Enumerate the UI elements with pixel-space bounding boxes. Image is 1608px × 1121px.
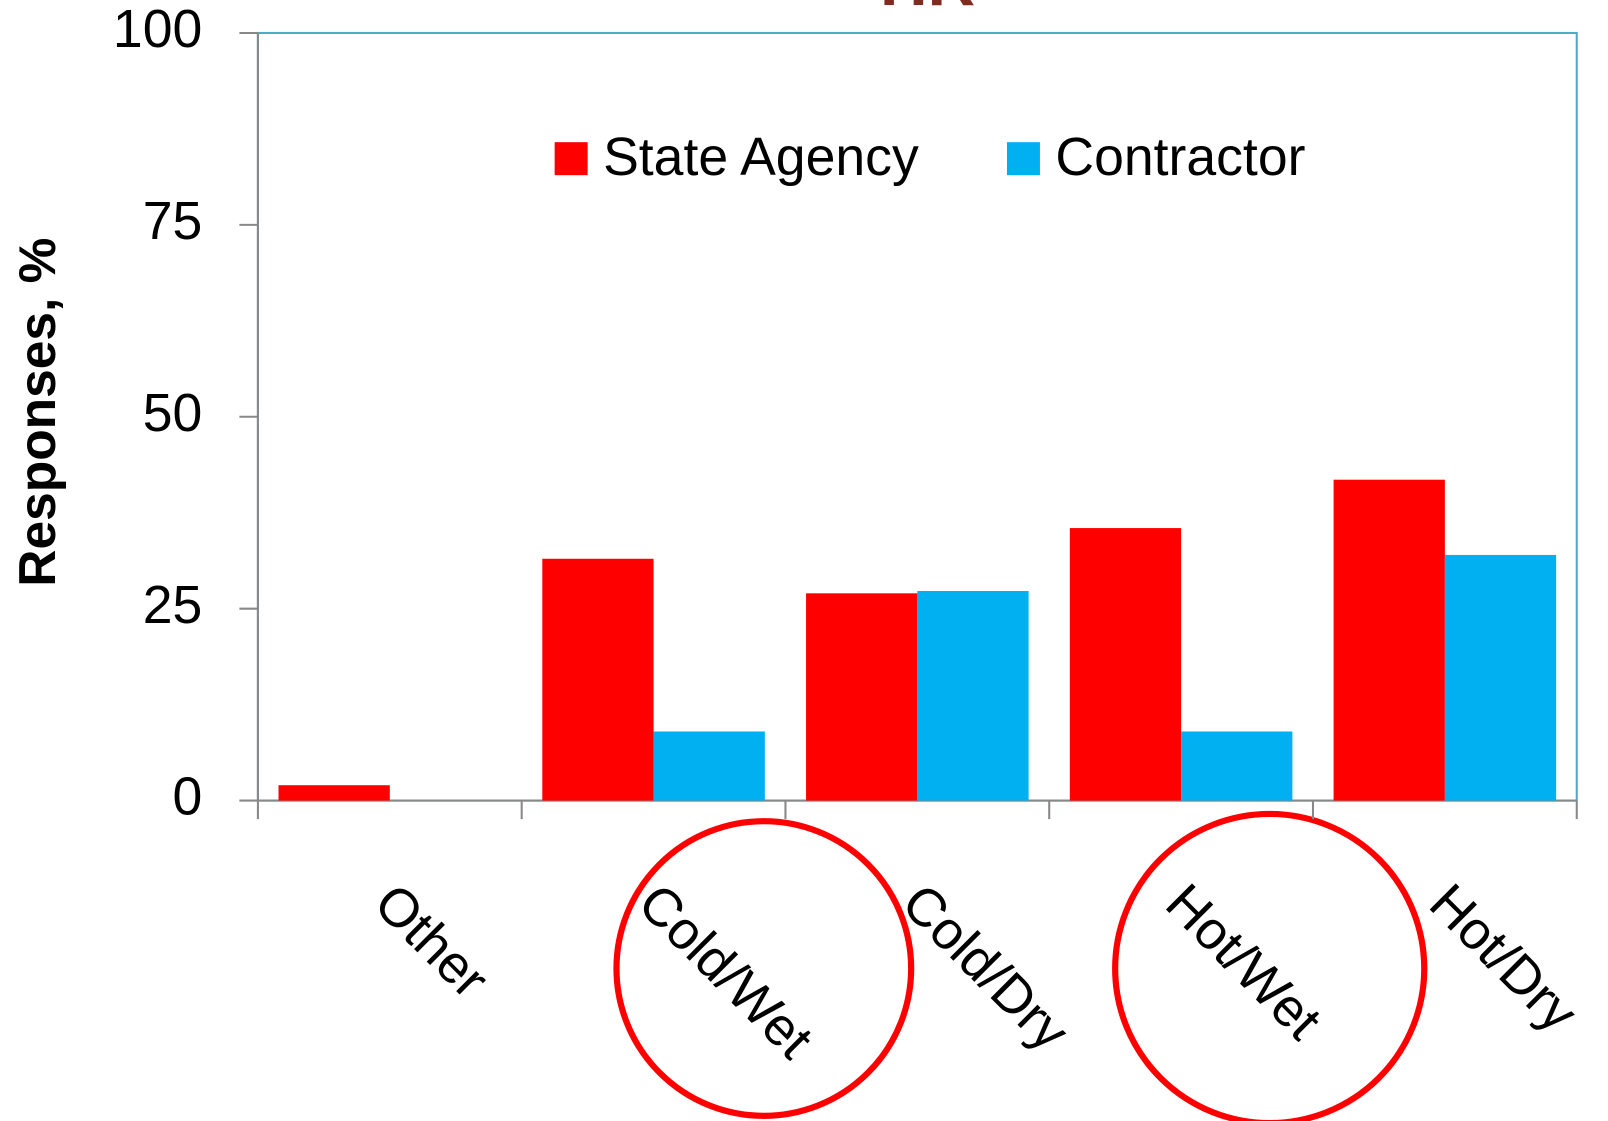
x-tick-label: Hot/Wet: [1154, 873, 1332, 1051]
y-tick-label: 0: [172, 768, 202, 827]
y-tick-label: 75: [143, 192, 203, 251]
legend-swatch: [554, 142, 588, 176]
x-tick-label: Other: [363, 873, 499, 1009]
bar: [1333, 479, 1445, 801]
y-tick-label: 25: [143, 576, 203, 635]
y-tick-label: 100: [113, 0, 202, 59]
chart-title: HR: [880, 0, 975, 19]
highlight-circle: [1112, 810, 1428, 1121]
bar: [1444, 554, 1557, 801]
bar: [542, 558, 654, 801]
y-tick-label: 50: [143, 384, 203, 443]
bar: [278, 785, 390, 801]
x-tick-label: Hot/Dry: [1418, 873, 1588, 1043]
bar: [806, 593, 918, 801]
bar: [917, 591, 1029, 801]
x-tick-label: Cold/Dry: [891, 873, 1080, 1062]
legend-label: State Agency: [603, 128, 919, 187]
legend-swatch: [1006, 142, 1040, 176]
bar: [1069, 528, 1182, 801]
bar: [1181, 731, 1293, 801]
y-axis-label: Responses, %: [8, 238, 66, 587]
x-tick-label: Cold/Wet: [627, 873, 824, 1070]
bar: [653, 731, 765, 801]
legend-label: Contractor: [1055, 128, 1305, 187]
highlight-circle: [613, 818, 915, 1119]
